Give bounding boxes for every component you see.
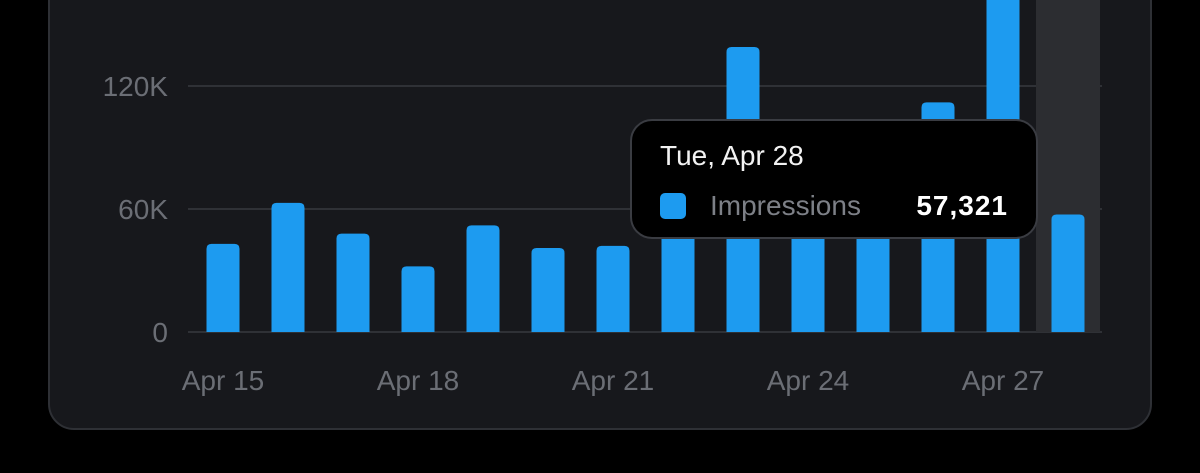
bar-apr-20[interactable]	[531, 247, 565, 332]
x-tick-label: Apr 15	[182, 365, 265, 396]
x-tick-label: Apr 21	[572, 365, 655, 396]
tooltip-series-name: Impressions	[710, 190, 861, 221]
bar-apr-28[interactable]	[1051, 214, 1085, 332]
y-tick-label: 120K	[103, 71, 169, 102]
x-axis-labels: Apr 15 Apr 18 Apr 21 Apr 24 Apr 27	[182, 365, 1045, 396]
bar-apr-21[interactable]	[596, 245, 630, 332]
bar-apr-18[interactable]	[401, 266, 435, 332]
bar-apr-19[interactable]	[466, 225, 500, 332]
x-tick-label: Apr 24	[767, 365, 850, 396]
y-axis-labels: 0 60K 120K	[103, 71, 169, 348]
y-tick-label: 60K	[118, 194, 168, 225]
tooltip-series-row: Impressions 57,321	[660, 189, 1008, 223]
tooltip-value: 57,321	[916, 190, 1008, 221]
y-tick-label: 0	[152, 317, 168, 348]
series-color-swatch	[660, 193, 686, 219]
bar-apr-17[interactable]	[336, 233, 370, 332]
bar-apr-15[interactable]	[206, 243, 240, 332]
x-tick-label: Apr 27	[962, 365, 1045, 396]
bar-apr-16[interactable]	[271, 202, 305, 332]
impressions-bar-chart: 0 60K 120K Apr 15 Apr 18 Apr 21 Apr 24 Apr 27	[103, 0, 1102, 396]
tooltip-date: Tue, Apr 28	[660, 140, 804, 171]
chart-card: 0 60K 120K Apr 15 Apr 18 Apr 21 Apr 24 Apr 27 …	[48, 0, 1152, 430]
chart-tooltip: Tue, Apr 28 Impressions 57,321	[630, 119, 1038, 239]
x-tick-label: Apr 18	[377, 365, 460, 396]
